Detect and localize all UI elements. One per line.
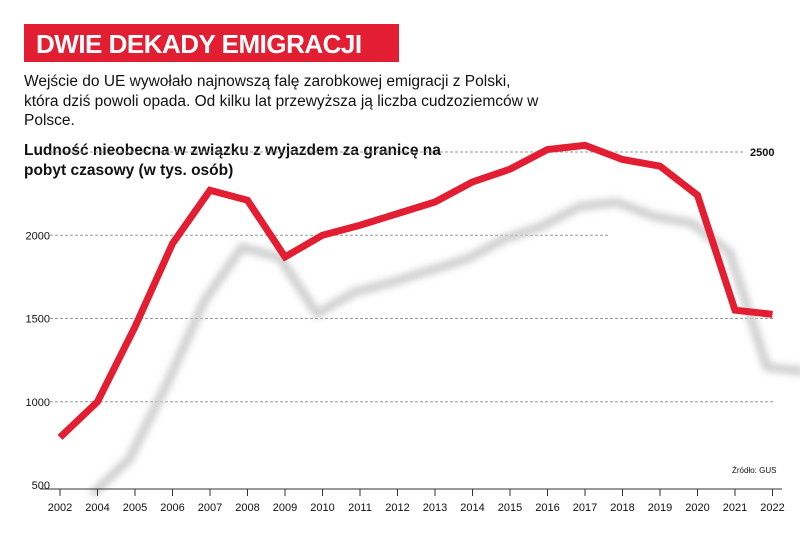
x-tick-label: 2017 xyxy=(573,502,597,514)
x-tick-label: 2015 xyxy=(498,502,522,514)
x-tick-label: 2010 xyxy=(310,502,334,514)
x-tick-label: 2009 xyxy=(273,502,297,514)
x-tick-label: 2021 xyxy=(723,502,747,514)
x-tick-label: 2016 xyxy=(535,502,559,514)
intro-text: Wejście do UE wywołało najnowszą falę za… xyxy=(24,73,539,129)
x-tick-label: 2006 xyxy=(160,502,184,514)
x-tick-label: 2011 xyxy=(348,502,372,514)
page-title: DWIE DEKADY EMIGRACJI xyxy=(36,29,362,59)
chart-title: Ludność nieobecna w związku z wyjazdem z… xyxy=(24,142,441,179)
y-tick-label: 1000 xyxy=(26,397,50,409)
x-tick-label: 2008 xyxy=(235,502,259,514)
y-tick-label: 1500 xyxy=(26,314,50,326)
title-banner: DWIE DEKADY EMIGRACJI xyxy=(24,24,399,62)
x-tick-label: 2012 xyxy=(385,502,409,514)
line-shadow xyxy=(88,197,800,498)
x-tick-label: 2005 xyxy=(123,502,147,514)
x-tick-label: 2020 xyxy=(685,502,709,514)
y-tick-label: 500 xyxy=(32,480,50,492)
x-tick-label: 2019 xyxy=(648,502,672,514)
x-tick-label: 2013 xyxy=(423,502,447,514)
x-tick-label: 2007 xyxy=(198,502,222,514)
y-tick-label: 2500 xyxy=(750,147,774,159)
x-tick-label: 2014 xyxy=(460,502,484,514)
data-line xyxy=(57,141,773,440)
source-note: Źródło: GUS xyxy=(732,466,777,475)
x-tick-label: 2004 xyxy=(85,502,109,514)
x-tick-label: 2018 xyxy=(610,502,634,514)
y-tick-label: 2000 xyxy=(26,230,50,242)
x-tick-label: 2002 xyxy=(48,502,72,514)
x-tick-label: 2022 xyxy=(760,502,784,514)
